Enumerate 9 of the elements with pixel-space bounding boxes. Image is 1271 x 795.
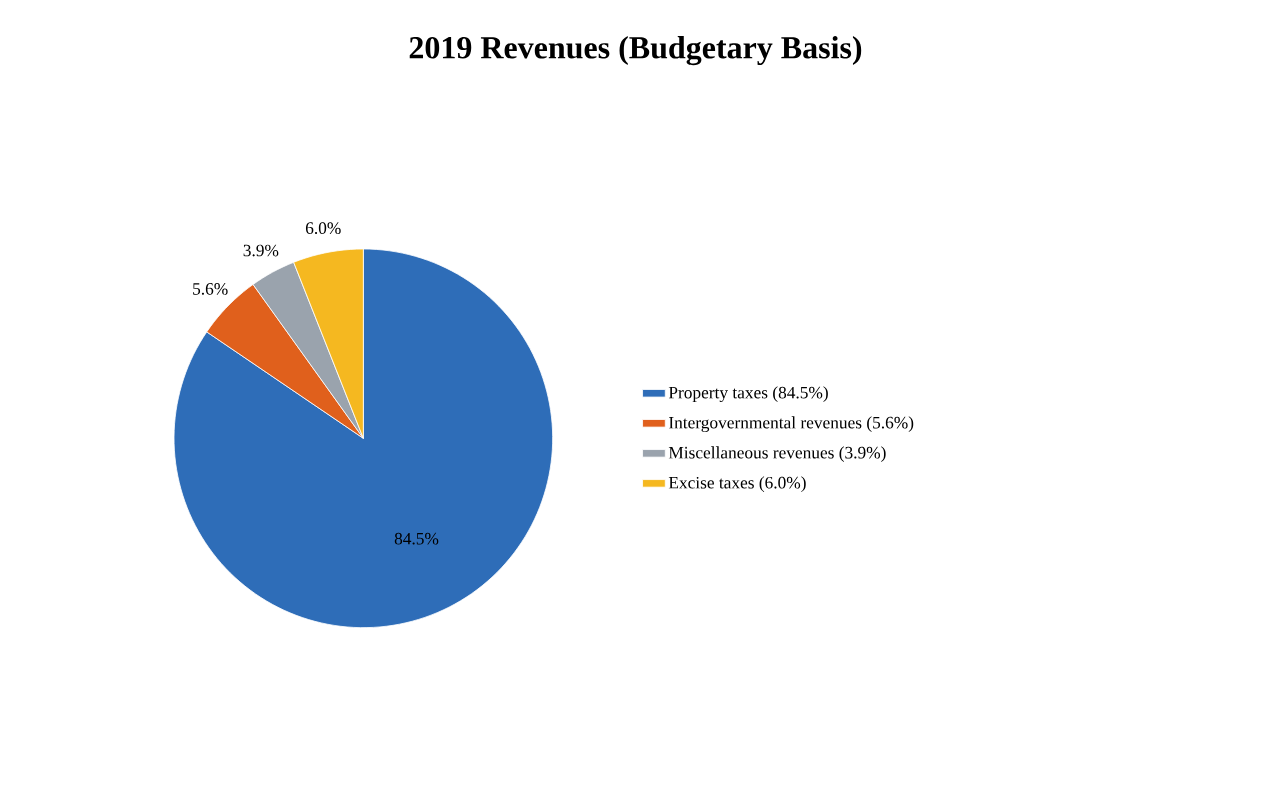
legend-label: Excise taxes (6.0%) bbox=[668, 476, 806, 493]
data-label: 84.5% bbox=[394, 532, 439, 545]
legend-label: Property taxes (84.5%) bbox=[668, 386, 828, 403]
data-label: 6.0% bbox=[305, 222, 341, 235]
legend-label: Miscellaneous revenues (3.9%) bbox=[668, 446, 886, 463]
legend-label: Intergovernmental revenues (5.6%) bbox=[668, 416, 914, 433]
chart-title: 2019 Revenues (Budgetary Basis) bbox=[409, 36, 862, 66]
data-label: 5.6% bbox=[193, 283, 228, 295]
data-label: 3.9% bbox=[243, 244, 279, 257]
